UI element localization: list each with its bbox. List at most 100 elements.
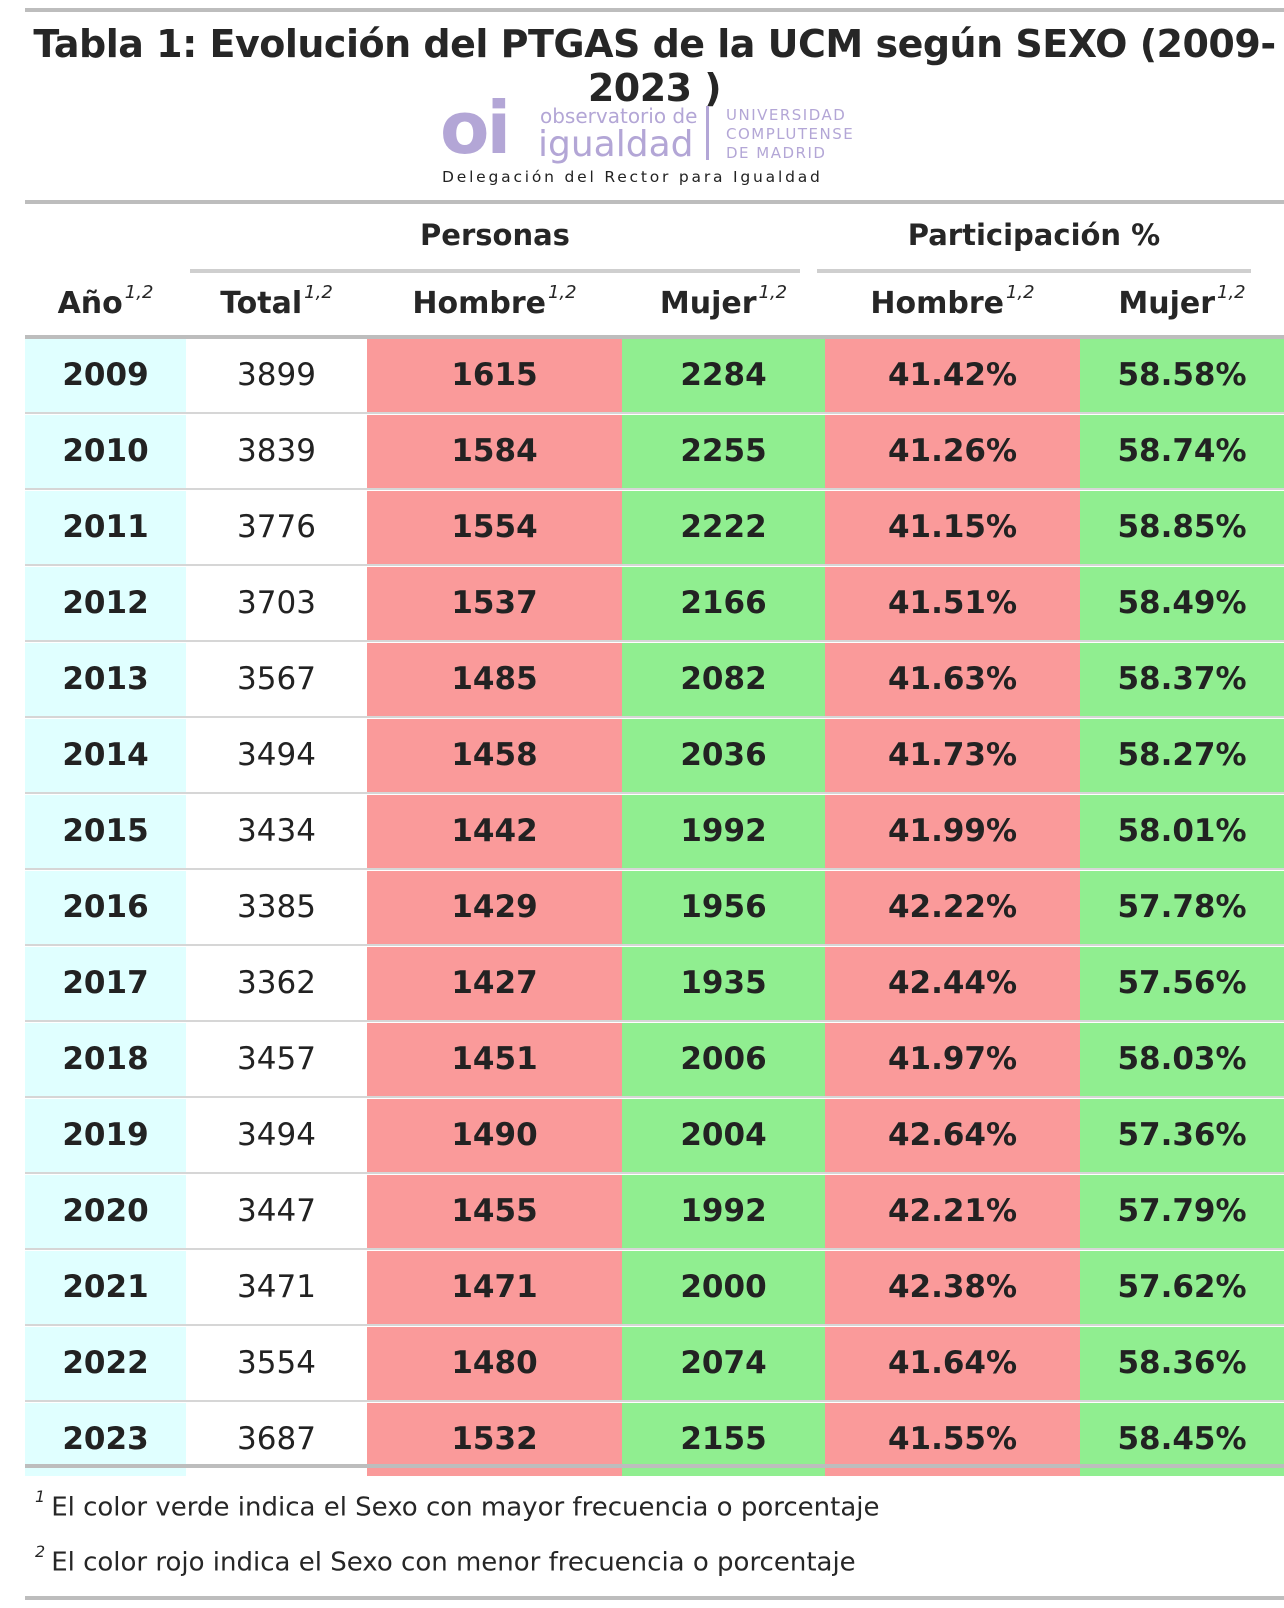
logo-divider	[706, 106, 709, 160]
footnote-1-text: El color verde indica el Sexo con mayor …	[51, 1492, 880, 1523]
cell-mujer: 2000	[622, 1251, 825, 1324]
cell-year: 2013	[25, 643, 186, 716]
cell-pct-mujer: 58.74%	[1080, 415, 1284, 488]
col-header-pct-mujer: Mujer 1,2	[1080, 282, 1284, 321]
cell-pct-hombre: 42.22%	[825, 871, 1080, 944]
cell-year: 2017	[25, 947, 186, 1020]
cell-hombre: 1490	[367, 1099, 622, 1172]
cell-total: 3471	[186, 1251, 367, 1324]
logo-line1: observatorio de	[540, 104, 698, 128]
cell-mujer: 2155	[622, 1403, 825, 1476]
cell-pct-hombre: 42.38%	[825, 1251, 1080, 1324]
cell-pct-mujer: 58.58%	[1080, 339, 1284, 412]
col-header-hombre: Hombre 1,2	[367, 282, 622, 321]
spanner-personas: Personas	[420, 218, 570, 252]
cell-pct-hombre: 41.97%	[825, 1023, 1080, 1096]
cell-year: 2022	[25, 1327, 186, 1400]
table-row: 2023 3687 1532 2155 41.55% 58.45%	[25, 1403, 1284, 1478]
footnote-marker: 1,2	[547, 282, 577, 303]
cell-mujer: 2284	[622, 339, 825, 412]
table-row: 2015 3434 1442 1992 41.99% 58.01%	[25, 795, 1284, 870]
table-title: Tabla 1: Evolución del PTGAS de la UCM s…	[33, 22, 1276, 110]
table-row: 2011 3776 1554 2222 41.15% 58.85%	[25, 491, 1284, 566]
cell-pct-hombre: 42.44%	[825, 947, 1080, 1020]
cell-mujer: 2222	[622, 491, 825, 564]
cell-total: 3687	[186, 1403, 367, 1476]
cell-total: 3899	[186, 339, 367, 412]
cell-pct-mujer: 58.45%	[1080, 1403, 1284, 1476]
logo-mark: oi	[440, 86, 511, 170]
cell-total: 3494	[186, 719, 367, 792]
logo-univ-line3: DE MADRID	[726, 144, 827, 162]
table-row: 2010 3839 1584 2255 41.26% 58.74%	[25, 415, 1284, 490]
cell-hombre: 1442	[367, 795, 622, 868]
cell-hombre: 1427	[367, 947, 622, 1020]
cell-year: 2011	[25, 491, 186, 564]
col-header-total: Total 1,2	[186, 282, 367, 321]
table-row: 2022 3554 1480 2074 41.64% 58.36%	[25, 1327, 1284, 1402]
spanner-participacion-rule	[817, 269, 1251, 273]
cell-year: 2019	[25, 1099, 186, 1172]
table-row: 2012 3703 1537 2166 41.51% 58.49%	[25, 567, 1284, 642]
cell-mujer: 2006	[622, 1023, 825, 1096]
spanner-participacion: Participación %	[907, 218, 1161, 252]
bottom-rule	[25, 1596, 1284, 1600]
cell-pct-mujer: 58.49%	[1080, 567, 1284, 640]
cell-pct-hombre: 41.99%	[825, 795, 1080, 868]
cell-hombre: 1537	[367, 567, 622, 640]
cell-year: 2023	[25, 1403, 186, 1476]
footnote-marker: 1,2	[1217, 282, 1246, 303]
col-header-mujer: Mujer 1,2	[622, 282, 825, 321]
logo-univ-line1: UNIVERSIDAD	[726, 106, 847, 124]
cell-total: 3703	[186, 567, 367, 640]
cell-mujer: 1956	[622, 871, 825, 944]
cell-hombre: 1471	[367, 1251, 622, 1324]
cell-mujer: 2166	[622, 567, 825, 640]
cell-hombre: 1480	[367, 1327, 622, 1400]
table-row: 2013 3567 1485 2082 41.63% 58.37%	[25, 643, 1284, 718]
cell-hombre: 1485	[367, 643, 622, 716]
cell-pct-mujer: 57.78%	[1080, 871, 1284, 944]
cell-mujer: 1935	[622, 947, 825, 1020]
cell-pct-mujer: 57.56%	[1080, 947, 1284, 1020]
cell-mujer: 2082	[622, 643, 825, 716]
cell-total: 3385	[186, 871, 367, 944]
cell-hombre: 1584	[367, 415, 622, 488]
cell-pct-mujer: 58.01%	[1080, 795, 1284, 868]
footnote-1: 1 El color verde indica el Sexo con mayor…	[35, 1487, 880, 1523]
header-top-rule	[25, 200, 1284, 204]
table-row: 2017 3362 1427 1935 42.44% 57.56%	[25, 947, 1284, 1022]
cell-hombre: 1532	[367, 1403, 622, 1476]
footnote-marker: 1,2	[304, 282, 333, 303]
table-row: 2021 3471 1471 2000 42.38% 57.62%	[25, 1251, 1284, 1326]
cell-pct-hombre: 41.15%	[825, 491, 1080, 564]
cell-pct-hombre: 41.73%	[825, 719, 1080, 792]
cell-hombre: 1554	[367, 491, 622, 564]
footnote-1-mark: 1	[35, 1487, 46, 1506]
cell-total: 3434	[186, 795, 367, 868]
footnote-marker: 1,2	[758, 282, 788, 303]
table-row: 2020 3447 1455 1992 42.21% 57.79%	[25, 1175, 1284, 1250]
table-row: 2009 3899 1615 2284 41.42% 58.58%	[25, 339, 1284, 414]
cell-year: 2010	[25, 415, 186, 488]
spanner-personas-rule	[190, 269, 800, 273]
footnote-marker: 1,2	[124, 282, 154, 303]
cell-pct-hombre: 41.26%	[825, 415, 1080, 488]
cell-mujer: 2074	[622, 1327, 825, 1400]
footnote-2-mark: 2	[35, 1542, 46, 1561]
cell-pct-hombre: 41.42%	[825, 339, 1080, 412]
cell-year: 2012	[25, 567, 186, 640]
footnote-2: 2 El color rojo indica el Sexo con menor …	[35, 1542, 856, 1578]
logo-delegacion: Delegación del Rector para Igualdad	[442, 168, 823, 186]
top-rule	[25, 8, 1284, 12]
cell-pct-hombre: 42.21%	[825, 1175, 1080, 1248]
cell-mujer: 1992	[622, 1175, 825, 1248]
cell-hombre: 1455	[367, 1175, 622, 1248]
col-header-pct-hombre: Hombre 1,2	[825, 282, 1080, 321]
col-header-hombre-label: Hombre	[412, 286, 546, 321]
cell-pct-hombre: 41.55%	[825, 1403, 1080, 1476]
cell-pct-mujer: 57.62%	[1080, 1251, 1284, 1324]
cell-pct-hombre: 41.63%	[825, 643, 1080, 716]
observatorio-logo: oi observatorio de igualdad UNIVERSIDAD …	[440, 86, 860, 192]
cell-mujer: 2036	[622, 719, 825, 792]
